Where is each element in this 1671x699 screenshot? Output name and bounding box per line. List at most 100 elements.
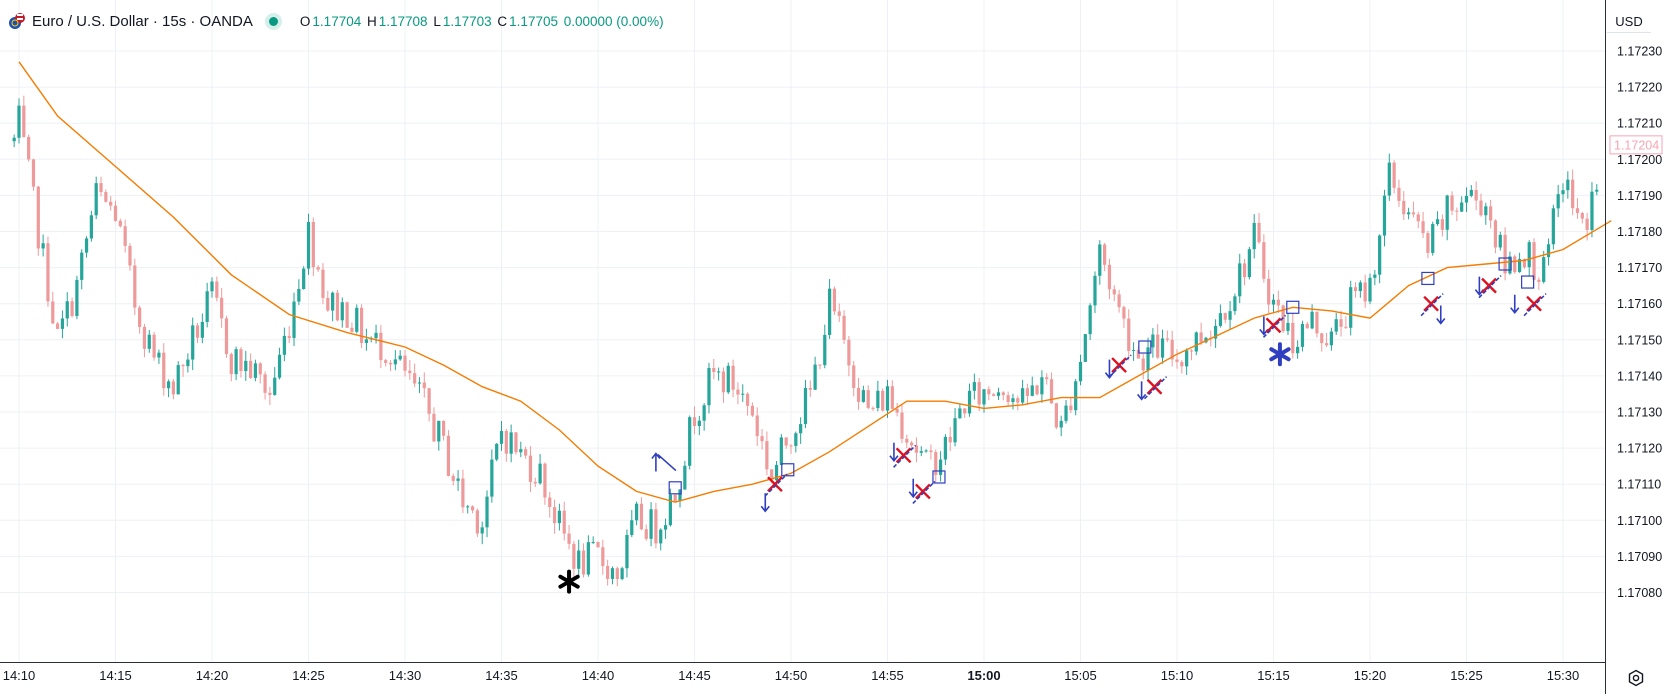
- candle-body: [220, 297, 224, 319]
- candle-body: [697, 420, 701, 427]
- y-tick-label: 1.17100: [1617, 514, 1662, 528]
- y-tick-label: 1.17150: [1617, 333, 1662, 347]
- cross-marker: [895, 447, 912, 464]
- candle-body: [668, 494, 672, 526]
- candle-body: [186, 359, 190, 367]
- box-marker: [668, 481, 682, 495]
- candle-body: [1160, 338, 1165, 358]
- candle-body: [191, 325, 195, 360]
- candle-body: [1199, 332, 1203, 343]
- candle-body: [36, 186, 40, 249]
- candle-body: [1189, 350, 1194, 352]
- candle-body: [1542, 257, 1546, 282]
- candle-body: [1411, 212, 1416, 215]
- candle-body: [552, 507, 557, 524]
- candle-body: [953, 418, 957, 443]
- candle-body: [1493, 220, 1498, 248]
- candle-body: [1151, 334, 1155, 348]
- candle-body: [1416, 214, 1420, 222]
- symbol-title[interactable]: Euro / U.S. Dollar · 15s · OANDA: [32, 12, 253, 30]
- candle-body: [466, 506, 470, 508]
- x-tick-label: 14:35: [485, 668, 518, 683]
- candle-body: [340, 302, 344, 321]
- candle-body: [1049, 379, 1054, 404]
- candle-body: [1020, 388, 1025, 403]
- candle-body: [1373, 274, 1377, 278]
- asterisk-marker: [558, 569, 580, 594]
- y-tick-label: 1.17210: [1617, 117, 1662, 131]
- candle-body: [1006, 395, 1010, 403]
- candle-body: [1382, 195, 1387, 236]
- candle-body: [456, 478, 460, 481]
- x-tick-label: 15:25: [1450, 668, 1483, 683]
- candle-body: [900, 412, 904, 439]
- candle-body: [1527, 242, 1531, 268]
- candle-body: [572, 543, 576, 569]
- candle-body: [234, 349, 238, 375]
- change-value: 0.00000 (0.00%): [563, 13, 664, 29]
- gear-icon: [1628, 669, 1644, 687]
- candle-body: [99, 183, 103, 193]
- candle-body: [1508, 256, 1512, 274]
- candle-body: [1141, 358, 1145, 371]
- candle-body: [741, 393, 745, 395]
- candle-body: [350, 327, 354, 332]
- y-tick-label: 1.17180: [1617, 225, 1662, 239]
- candle-body: [1517, 259, 1522, 273]
- candle-body: [1078, 361, 1083, 382]
- candle-body: [1595, 189, 1599, 192]
- candle-body: [1252, 222, 1256, 250]
- candle-body: [750, 405, 755, 416]
- candle-body: [1334, 319, 1338, 332]
- x-tick-label: 14:10: [3, 668, 36, 683]
- candle-body: [721, 371, 726, 393]
- candle-body: [1537, 279, 1541, 282]
- box-marker: [1138, 340, 1152, 354]
- candle-body: [1112, 289, 1116, 295]
- candle-body: [1315, 311, 1319, 334]
- asterisk-stroke: [558, 574, 580, 589]
- last-price-box: [1609, 135, 1663, 155]
- candle-body: [495, 443, 499, 460]
- currency-selector[interactable]: USD: [1607, 10, 1651, 33]
- candle-body: [1580, 213, 1584, 219]
- candle-body: [1324, 343, 1329, 346]
- ohlc-values: O 1.17704 H 1.17708 L 1.17703 C 1.17705 0.00…: [300, 14, 666, 29]
- box-marker: [1498, 257, 1512, 271]
- candle-body: [393, 359, 397, 365]
- candle-body: [55, 323, 60, 329]
- candle-body: [485, 496, 489, 528]
- candle-body: [17, 105, 21, 138]
- symbol-legend: Euro / U.S. Dollar · 15s · OANDA O 1.1770…: [8, 10, 666, 32]
- candle-body: [1093, 275, 1097, 306]
- candle-body: [1585, 218, 1589, 230]
- settings-button[interactable]: [1624, 666, 1648, 690]
- candle-body: [673, 494, 677, 502]
- candle-body: [27, 136, 31, 160]
- candle-body: [591, 541, 595, 543]
- candle-body: [567, 533, 571, 544]
- candle-body: [654, 509, 658, 544]
- candle-body: [683, 465, 687, 490]
- candle-body: [1513, 256, 1517, 273]
- candle-body: [1474, 189, 1478, 201]
- box-marker: [1286, 300, 1300, 314]
- candle-body: [852, 365, 856, 388]
- candle-body: [581, 550, 586, 575]
- candle-body: [1431, 224, 1435, 253]
- candle-body: [938, 459, 943, 475]
- candle-body: [379, 332, 383, 361]
- candle-body: [152, 334, 156, 358]
- candle-body: [977, 382, 981, 405]
- candle-body: [1455, 210, 1459, 212]
- candle-body: [113, 205, 118, 221]
- y-tick-label: 1.17080: [1617, 586, 1662, 600]
- cross-marker: [1111, 357, 1127, 373]
- candle-body: [162, 352, 166, 389]
- candle-body: [639, 503, 644, 530]
- candle-body: [577, 550, 581, 569]
- candle-body: [644, 529, 648, 539]
- candle-body: [519, 449, 523, 453]
